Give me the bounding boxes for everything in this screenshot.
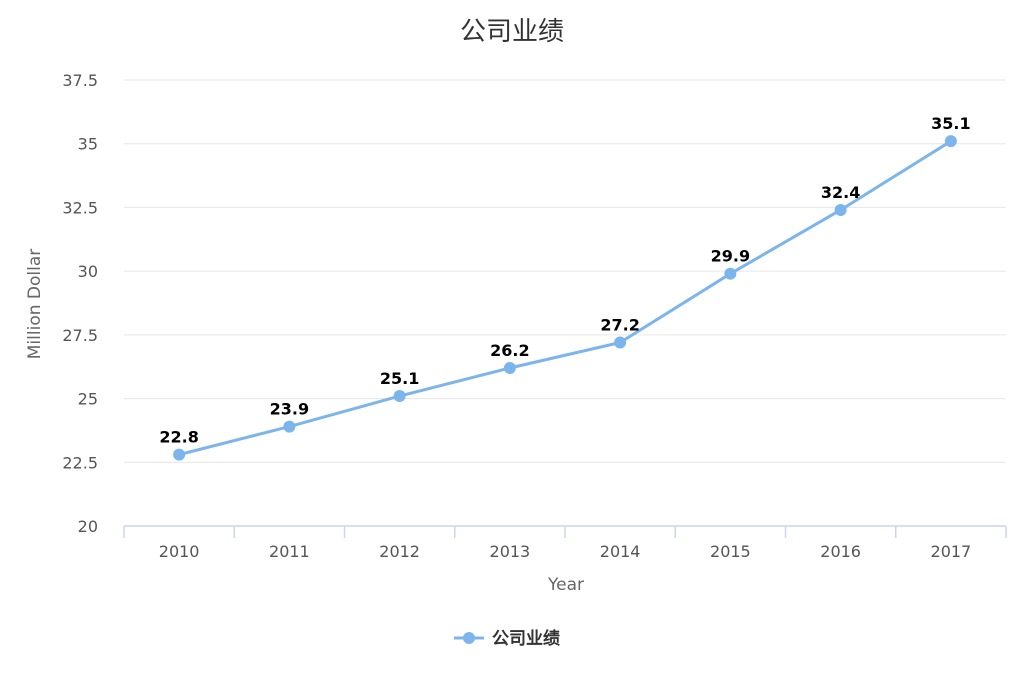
data-label: 23.9 (270, 400, 309, 419)
x-tick-label: 2011 (269, 542, 310, 561)
y-tick-label: 37.5 (62, 71, 98, 90)
data-label: 22.8 (159, 428, 198, 447)
chart-title: 公司业绩 (460, 17, 564, 47)
data-label: 32.4 (821, 183, 860, 202)
x-tick-label: 2016 (820, 542, 861, 561)
data-label: 25.1 (380, 369, 419, 388)
data-label: 29.9 (711, 247, 750, 266)
y-tick-label: 32.5 (62, 198, 98, 217)
y-tick-label: 25 (78, 390, 98, 409)
data-point[interactable] (283, 420, 296, 433)
y-axis-tick-labels: 20 22.5 25 27.5 30 32.5 35 37.5 (62, 71, 98, 536)
legend[interactable]: 公司业绩 (454, 628, 560, 649)
data-labels: 22.8 23.9 25.1 26.2 27.2 29.9 32.4 35.1 (159, 114, 970, 446)
y-tick-label: 22.5 (62, 453, 98, 472)
legend-label[interactable]: 公司业绩 (492, 628, 560, 649)
series-line-group (173, 135, 957, 461)
data-point[interactable] (503, 361, 516, 374)
data-point[interactable] (944, 135, 957, 148)
data-point[interactable] (834, 203, 847, 216)
x-tick-label: 2012 (379, 542, 420, 561)
x-tick-label: 2017 (931, 542, 972, 561)
grid-lines (124, 79, 1006, 463)
legend-marker (463, 632, 475, 644)
x-tick-label: 2013 (490, 542, 531, 561)
x-axis (123, 525, 1007, 538)
data-point[interactable] (614, 336, 627, 349)
y-tick-label: 20 (78, 517, 98, 536)
y-tick-label: 27.5 (62, 326, 98, 345)
data-point[interactable] (393, 390, 406, 403)
y-axis-title: Million Dollar (25, 249, 45, 359)
data-point[interactable] (724, 267, 737, 280)
x-tick-label: 2010 (159, 542, 200, 561)
x-tick-label: 2014 (600, 542, 641, 561)
x-axis-title: Year (547, 575, 584, 595)
x-tick-label: 2015 (710, 542, 751, 561)
data-label: 35.1 (931, 114, 970, 133)
series-line (178, 139, 952, 457)
y-tick-label: 35 (78, 135, 98, 154)
y-tick-label: 30 (78, 262, 98, 281)
x-axis-tick-labels: 2010 2011 2012 2013 2014 2015 2016 2017 (159, 542, 971, 561)
data-label: 26.2 (490, 341, 529, 360)
data-point[interactable] (173, 448, 186, 461)
data-label: 27.2 (600, 316, 639, 335)
